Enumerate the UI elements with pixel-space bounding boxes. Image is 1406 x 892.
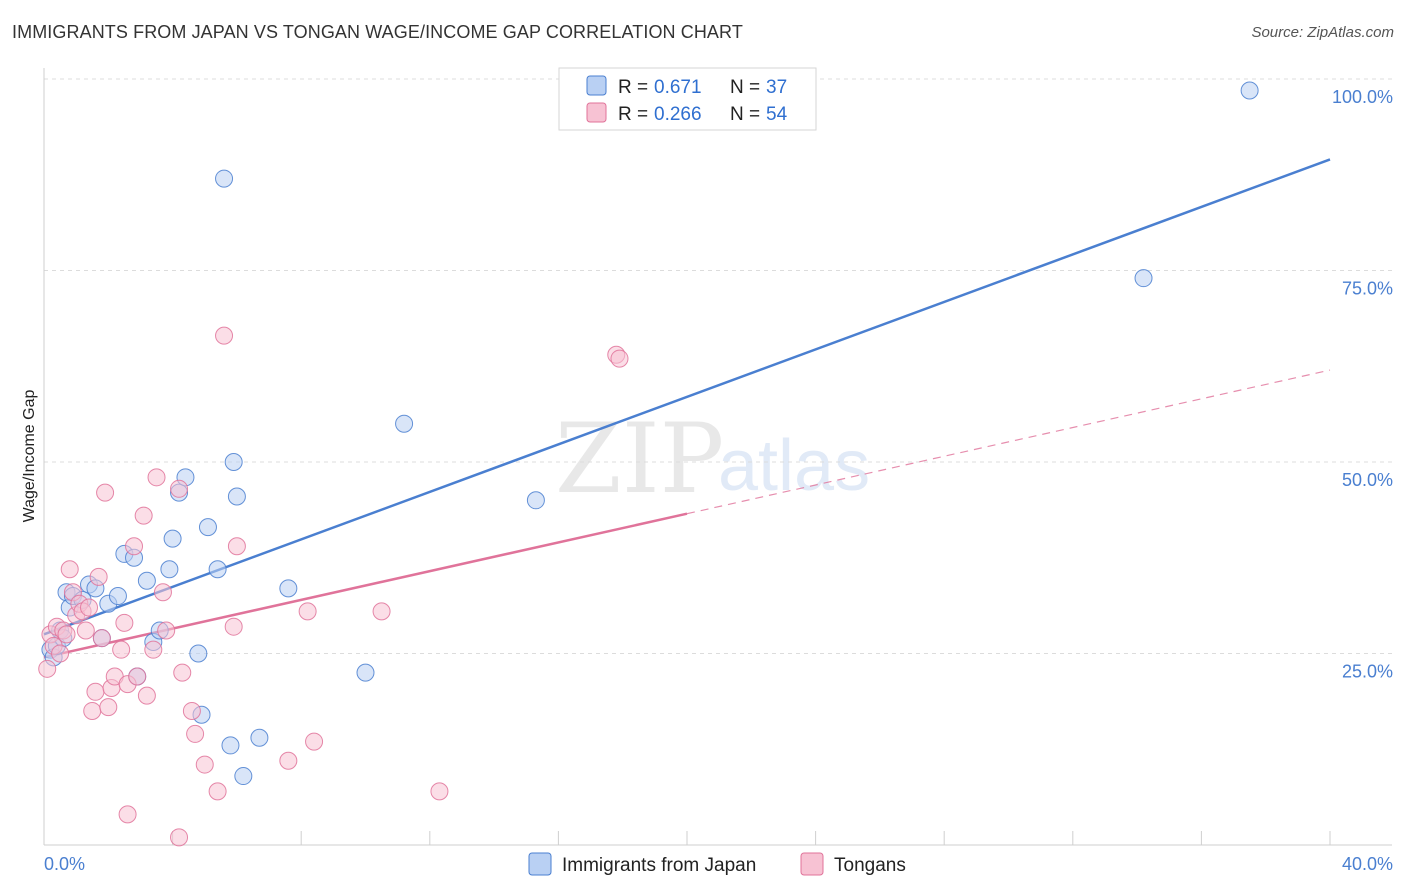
legend-r-value-tongans: 0.266	[654, 104, 702, 125]
point-tongans	[298, 602, 317, 621]
point-tongans	[80, 598, 99, 617]
top-legend: R = 0.671 N = 37 R = 0.266 N = 54	[558, 67, 817, 131]
legend-n-value-japan: 37	[766, 77, 787, 98]
y-tick-label: 25.0%	[1342, 662, 1393, 682]
point-japan	[163, 529, 182, 548]
point-tongans	[118, 805, 137, 824]
point-tongans	[208, 782, 227, 801]
point-tongans	[173, 663, 192, 682]
point-tongans	[186, 724, 205, 743]
point-tongans	[99, 698, 118, 717]
x-ticks	[43, 831, 1331, 845]
y-tick-labels: 25.0% 50.0% 75.0% 100.0%	[1332, 87, 1393, 682]
point-tongans	[92, 629, 111, 648]
bottom-legend-label-japan: Immigrants from Japan	[562, 855, 756, 876]
point-tongans	[86, 682, 105, 701]
point-japan	[279, 579, 298, 598]
legend-swatch-japan	[586, 75, 607, 96]
point-tongans	[83, 701, 102, 720]
point-tongans	[115, 613, 134, 632]
point-tongans	[372, 602, 391, 621]
trend-line-0	[43, 158, 1331, 636]
point-japan	[395, 414, 414, 433]
point-japan	[227, 487, 246, 506]
y-tick-label: 75.0%	[1342, 279, 1393, 299]
point-tongans	[153, 583, 172, 602]
point-tongans	[215, 326, 234, 345]
point-tongans	[147, 468, 166, 487]
trend-line-1-dashed	[686, 369, 1331, 515]
point-japan	[108, 587, 127, 606]
point-japan	[234, 767, 253, 786]
point-tongans	[112, 640, 131, 659]
y-tick-label: 100.0%	[1332, 87, 1393, 107]
point-tongans	[227, 537, 246, 556]
point-tongans	[60, 560, 79, 579]
point-tongans	[38, 659, 57, 678]
point-tongans	[134, 506, 153, 525]
point-japan	[224, 453, 243, 471]
point-tongans	[195, 755, 214, 774]
watermark: ZIP atlas	[555, 403, 870, 515]
legend-r-label-japan: R =	[618, 77, 648, 98]
y-axis-label: Wage/Income Gap	[21, 390, 38, 523]
legend-n-label-tongans: N =	[730, 104, 760, 125]
legend-r-label-tongans: R =	[618, 104, 648, 125]
point-tongans	[144, 640, 163, 659]
y-tick-label: 50.0%	[1342, 470, 1393, 490]
point-tongans	[182, 701, 201, 720]
legend-n-label-japan: N =	[730, 77, 760, 98]
point-japan	[1134, 269, 1153, 288]
point-japan	[160, 560, 179, 579]
point-japan	[215, 169, 234, 188]
watermark-zip: ZIP	[555, 403, 724, 515]
point-tongans	[128, 667, 147, 686]
point-tongans	[305, 732, 324, 751]
point-japan	[526, 491, 545, 510]
bottom-legend-swatch-japan	[528, 852, 552, 876]
chart-title: IMMIGRANTS FROM JAPAN VS TONGAN WAGE/INC…	[12, 22, 743, 42]
bottom-legend-label-tongans: Tongans	[834, 855, 906, 876]
point-tongans	[96, 483, 115, 502]
x-tick-label-max: 40.0%	[1342, 854, 1393, 874]
point-japan	[198, 518, 217, 537]
point-japan	[137, 571, 156, 590]
point-japan	[1240, 81, 1259, 100]
point-tongans	[224, 617, 243, 636]
bottom-legend-swatch-tongans	[800, 852, 824, 876]
gridlines	[44, 78, 1392, 654]
point-tongans	[157, 621, 176, 640]
legend-swatch-tongans	[586, 102, 607, 123]
data-points	[38, 81, 1259, 847]
source-label: Source: ZipAtlas.com	[1251, 24, 1394, 41]
point-japan	[250, 728, 269, 747]
point-tongans	[57, 625, 76, 644]
point-japan	[356, 663, 375, 682]
point-japan	[189, 644, 208, 663]
point-japan	[221, 736, 240, 755]
point-tongans	[610, 349, 629, 368]
point-tongans	[76, 621, 95, 640]
point-tongans	[51, 644, 70, 663]
bottom-legend: Immigrants from Japan Tongans	[528, 852, 906, 876]
x-tick-label-min: 0.0%	[44, 854, 85, 874]
point-tongans	[170, 479, 189, 498]
point-tongans	[170, 828, 189, 847]
point-tongans	[125, 537, 144, 556]
legend-n-value-tongans: 54	[766, 104, 788, 125]
legend-r-value-japan: 0.671	[654, 77, 702, 98]
point-tongans	[279, 751, 298, 770]
point-tongans	[89, 567, 108, 586]
watermark-atlas: atlas	[718, 426, 870, 506]
point-tongans	[137, 686, 156, 705]
point-japan	[208, 560, 227, 579]
point-tongans	[430, 782, 449, 801]
